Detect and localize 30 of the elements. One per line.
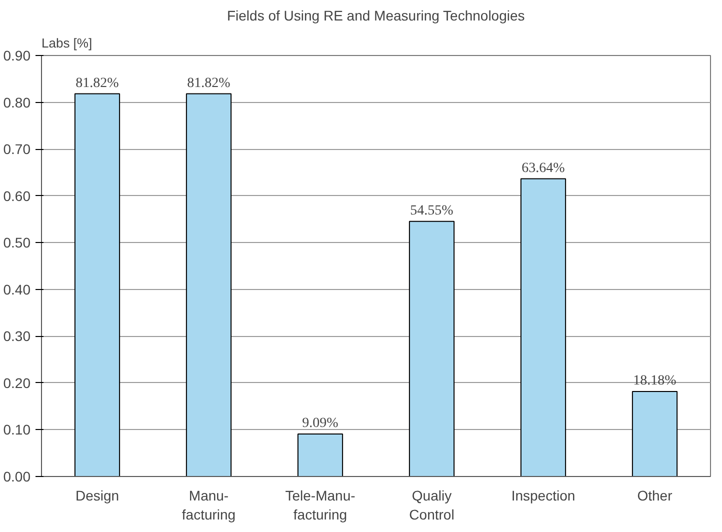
x-tick-label: Tele-Manu- facturing	[285, 488, 356, 523]
data-label: 63.64%	[522, 160, 566, 176]
bar	[74, 93, 120, 476]
bar	[186, 93, 232, 476]
y-tick-label: 0.70	[3, 141, 31, 158]
y-tick-label: 0.50	[3, 234, 31, 251]
x-tick-label: Manu- facturing	[182, 488, 236, 523]
bar	[520, 178, 566, 476]
y-tick-label: 0.60	[3, 188, 31, 204]
x-tick-label: Qualiy Control	[409, 488, 454, 523]
data-label: 18.18%	[633, 373, 677, 388]
y-tick-label: 0.30	[3, 328, 31, 344]
y-tick-label: 0.00	[3, 468, 31, 484]
y-axis-title: Labs [%]	[42, 36, 92, 50]
y-tick-label: 0.40	[3, 281, 31, 298]
x-tick-label: Design	[75, 488, 120, 504]
x-tick-label: Other	[637, 488, 673, 504]
data-label: 81.82%	[76, 76, 120, 91]
y-tick-label: 0.10	[3, 422, 31, 438]
y-tick-label: 0.90	[3, 48, 31, 64]
x-tick-label: Inspection	[511, 488, 576, 504]
data-label: 54.55%	[410, 203, 454, 218]
y-tick-label: 0.80	[3, 94, 31, 110]
chart-title: Fields of Using RE and Measuring Technologies	[226, 8, 525, 24]
y-tick-label: 0.20	[3, 374, 31, 391]
bar	[408, 220, 455, 476]
bar	[632, 390, 678, 476]
bar	[297, 433, 344, 476]
data-label: 9.09%	[302, 416, 339, 431]
data-label: 81.82%	[187, 76, 231, 91]
